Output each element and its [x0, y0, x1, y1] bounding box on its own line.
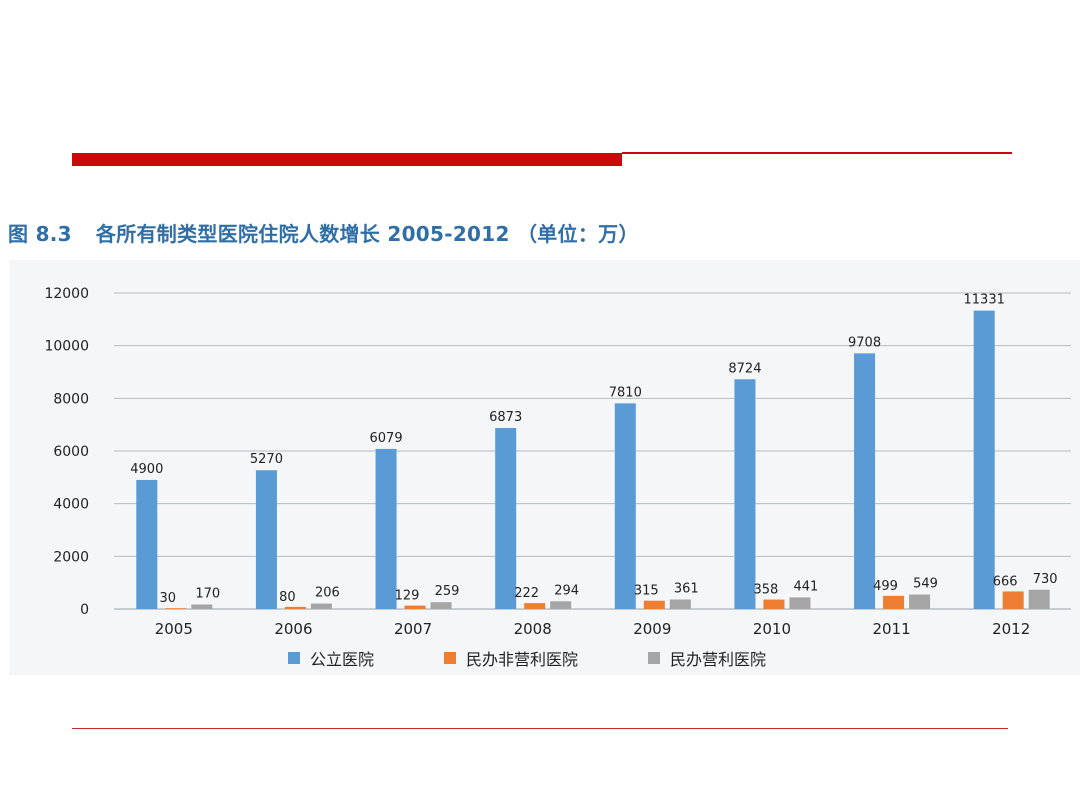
bar: [191, 604, 213, 609]
y-tick-label: 2000: [53, 549, 89, 565]
y-tick-label: 8000: [53, 391, 89, 407]
legend-swatch: [648, 652, 661, 664]
data-label: 9708: [848, 335, 881, 350]
chart-legend: 公立医院 民办非营利医院 民办营利医院: [288, 647, 836, 669]
data-label: 206: [315, 586, 340, 601]
data-label: 6873: [489, 410, 522, 425]
data-label: 315: [634, 584, 659, 599]
data-label: 129: [395, 589, 420, 604]
legend-label: 民办营利医院: [670, 650, 767, 669]
figure-caption: 各所有制类型医院住院人数增长 2005-2012 （单位：万）: [95, 222, 639, 246]
bar: [136, 479, 158, 609]
bar: [1002, 591, 1024, 609]
bar: [550, 601, 572, 609]
data-label: 30: [160, 591, 177, 606]
x-tick-label: 2005: [155, 620, 193, 638]
bar: [255, 470, 277, 609]
y-tick-label: 0: [80, 602, 89, 618]
bar: [165, 608, 187, 609]
figure-title: 图 8.3 各所有制类型医院住院人数增长 2005-2012 （单位：万）: [8, 218, 639, 247]
bar: [734, 379, 756, 609]
data-label: 259: [435, 584, 460, 599]
bar: [1028, 589, 1050, 609]
x-tick-label: 2007: [394, 620, 432, 638]
figure-label: 图 8.3: [8, 222, 72, 246]
x-tick-label: 2008: [514, 620, 552, 638]
legend-swatch: [288, 652, 300, 664]
data-label: 11331: [964, 293, 1005, 308]
y-tick-label: 4000: [53, 497, 89, 513]
bar-chart: 0 2000 4000 6000 8000 10000 12000 4900 30 170 2005…: [44, 286, 1071, 638]
bar: [669, 599, 691, 609]
bar: [524, 603, 546, 609]
x-tick-label: 2009: [633, 620, 671, 638]
data-label: 294: [554, 583, 579, 598]
bar: [310, 603, 332, 609]
bar: [909, 594, 931, 609]
bar: [854, 353, 876, 609]
legend-swatch: [444, 652, 457, 664]
data-label: 8724: [728, 361, 761, 376]
bar: [973, 310, 995, 609]
bar: [404, 605, 426, 609]
y-tick-label: 10000: [44, 339, 89, 355]
data-label: 7810: [609, 385, 642, 400]
data-label: 4900: [130, 462, 163, 477]
data-label: 170: [195, 587, 220, 602]
data-label: 358: [754, 583, 779, 598]
data-label: 5270: [250, 452, 283, 467]
bar: [284, 606, 306, 609]
chart-panel: 0 2000 4000 6000 8000 10000 12000 4900 30 170 2005…: [9, 260, 1080, 675]
legend-label: 民办非营利医院: [466, 650, 579, 669]
y-tick-label: 12000: [44, 286, 89, 302]
data-label: 499: [873, 579, 898, 594]
data-label: 549: [913, 577, 938, 592]
bar: [643, 600, 665, 609]
data-label: 730: [1033, 572, 1058, 587]
x-tick-label: 2012: [992, 620, 1030, 638]
x-tick-label: 2006: [274, 620, 312, 638]
bar: [430, 602, 452, 609]
data-label: 666: [993, 574, 1018, 589]
bar: [614, 403, 636, 609]
data-label: 6079: [370, 431, 403, 446]
bar: [883, 595, 905, 609]
x-tick-label: 2011: [872, 620, 910, 638]
title-accent-line: [622, 152, 1012, 154]
y-tick-label: 6000: [53, 444, 89, 460]
bar: [763, 599, 785, 609]
legend-item: 民办营利医院: [648, 646, 766, 670]
data-label: 80: [279, 590, 296, 605]
legend-item: 民办非营利医院: [444, 646, 578, 670]
bar: [495, 428, 517, 609]
data-label: 222: [514, 586, 539, 601]
title-accent-bar: [72, 153, 622, 166]
footer-accent-line: [72, 728, 1008, 729]
x-tick-label: 2010: [753, 620, 791, 638]
data-label: 361: [674, 581, 699, 596]
legend-label: 公立医院: [310, 650, 375, 669]
bar: [375, 448, 397, 609]
data-label: 441: [794, 579, 819, 594]
bar: [789, 597, 811, 609]
legend-item: 公立医院: [288, 646, 374, 670]
